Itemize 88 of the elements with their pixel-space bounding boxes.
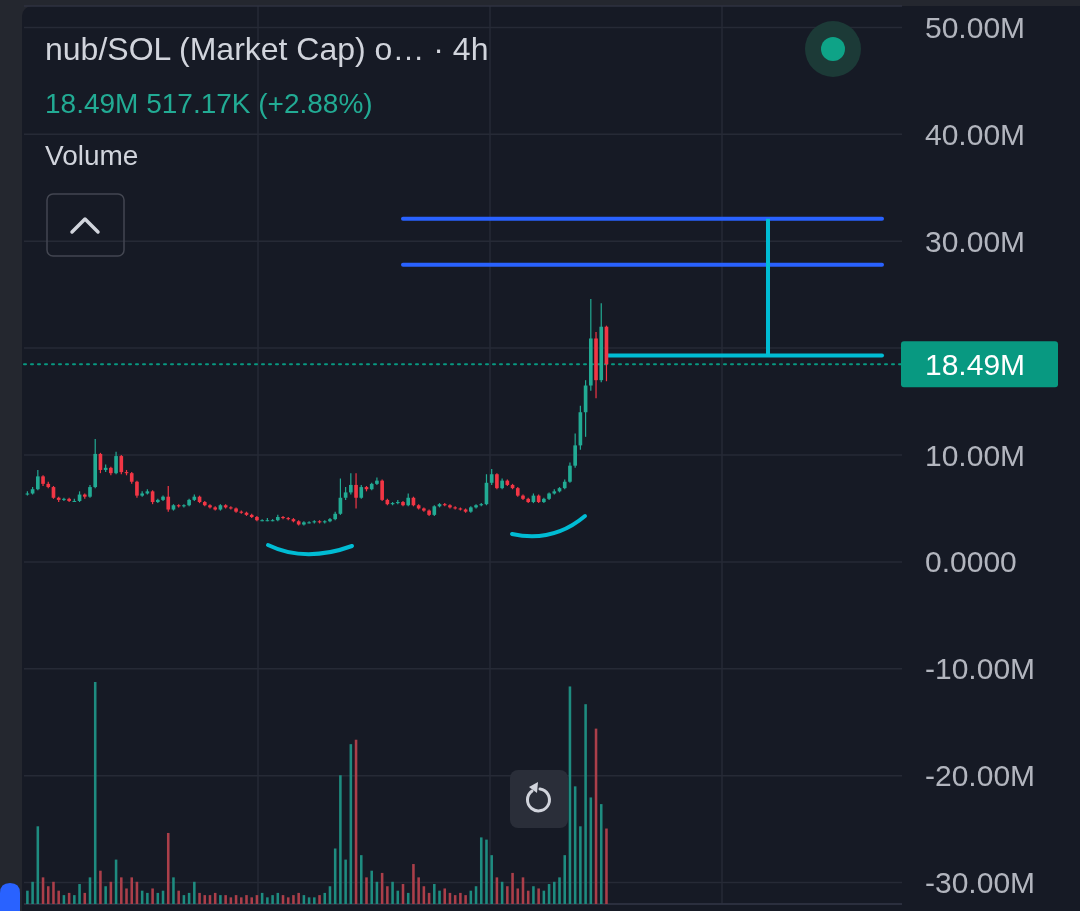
bar	[339, 775, 342, 904]
bar	[104, 886, 107, 904]
bar	[479, 837, 483, 904]
chart-title: Volume	[45, 140, 139, 171]
candlestick	[573, 433, 577, 469]
bar	[193, 881, 196, 904]
bar	[26, 890, 29, 904]
bar	[166, 832, 170, 904]
bar	[219, 895, 222, 904]
bar	[73, 895, 76, 904]
bar	[443, 888, 447, 904]
bar	[172, 877, 175, 904]
bar	[318, 895, 321, 904]
bar	[151, 888, 154, 904]
candlestick	[114, 451, 118, 475]
bar	[537, 888, 540, 904]
bar	[203, 895, 207, 904]
bar	[563, 855, 567, 904]
bar	[464, 895, 467, 904]
bar	[579, 826, 582, 904]
bar	[558, 877, 561, 904]
candlestick	[568, 461, 572, 484]
bar	[198, 892, 201, 904]
bar	[406, 892, 410, 904]
bar	[459, 892, 462, 904]
bar	[584, 704, 587, 904]
bar	[412, 864, 415, 904]
bar	[297, 892, 300, 904]
text: nub/SOL (Market Cap) o… · 4h	[45, 31, 489, 67]
bar	[31, 881, 34, 904]
bar	[391, 881, 394, 904]
bar	[344, 859, 347, 904]
bar	[370, 870, 373, 904]
bar	[52, 881, 55, 904]
bar	[46, 886, 50, 904]
bar	[516, 888, 520, 904]
bar	[605, 828, 608, 904]
bar	[417, 877, 420, 904]
bar	[120, 877, 123, 904]
bar	[177, 890, 180, 904]
y-tick-label: 30.00M	[925, 224, 1026, 258]
bar	[250, 897, 253, 904]
y-tick-label: -30.00M	[925, 866, 1036, 900]
bar	[506, 886, 509, 904]
bar	[433, 884, 436, 904]
candlestick	[182, 503, 186, 508]
bar	[57, 890, 60, 904]
bar	[365, 877, 368, 904]
bar	[240, 897, 243, 904]
ref-line-label: 18.49M	[925, 347, 1026, 381]
candlestick	[36, 469, 40, 491]
bar	[271, 895, 274, 904]
bar	[286, 897, 290, 904]
bar	[83, 892, 87, 904]
text: 18.49M 517.17K (+2.88%)	[45, 88, 373, 119]
bar	[125, 888, 128, 904]
y-tick-label: -20.00M	[925, 759, 1036, 793]
bar	[146, 892, 149, 904]
bar	[490, 855, 493, 904]
bar	[292, 895, 295, 904]
bar	[532, 886, 535, 904]
bar	[266, 897, 269, 904]
bar	[78, 884, 81, 904]
bar	[224, 895, 227, 904]
candlestick	[166, 485, 171, 513]
bar	[386, 886, 389, 904]
bar	[438, 890, 441, 904]
bar	[245, 895, 248, 904]
bar	[511, 872, 514, 904]
bar	[99, 870, 102, 904]
y-tick-label: -10.00M	[925, 652, 1036, 686]
candlestick	[354, 472, 358, 510]
candlestick	[62, 497, 66, 502]
candlestick	[349, 472, 353, 496]
candlestick	[380, 478, 384, 502]
candlestick	[119, 454, 124, 475]
y-tick-label: 40.00M	[925, 117, 1026, 151]
bar	[553, 881, 556, 904]
bar	[313, 897, 316, 904]
bar	[599, 804, 603, 904]
candlestick	[375, 476, 379, 486]
y-tick-label: 10.00M	[925, 438, 1026, 472]
bar	[323, 892, 327, 904]
bar	[359, 855, 363, 904]
y-tick-label: 0.0000	[925, 545, 1017, 579]
y-tick-label: 50.00M	[925, 10, 1026, 44]
bar	[130, 877, 134, 904]
bar	[485, 839, 488, 904]
